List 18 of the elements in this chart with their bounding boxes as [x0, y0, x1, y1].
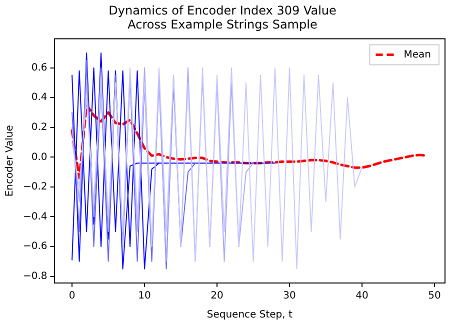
y-tick-label: −0.8	[22, 270, 48, 282]
x-tick-label: 40	[356, 290, 368, 302]
legend-label: Mean	[404, 49, 432, 60]
chart-title: Dynamics of Encoder Index 309 Value Across Example Strings Sample	[108, 3, 336, 32]
x-tick-label: 50	[428, 290, 441, 302]
x-tick-label: 10	[138, 290, 151, 302]
x-tick-label: 0	[68, 290, 76, 302]
x-axis-title: Sequence Step, t	[206, 310, 292, 321]
y-tick-label: 0.4	[31, 92, 48, 104]
y-tick-label: −0.4	[22, 211, 48, 222]
y-axis-title: Encoder Value	[4, 125, 16, 197]
y-tick-label: 0.2	[31, 122, 48, 133]
x-tick-label: 30	[283, 290, 296, 302]
x-tick-label: 20	[210, 290, 224, 302]
y-tick-label: 0.6	[31, 62, 48, 74]
y-tick-label: −0.6	[22, 241, 48, 252]
y-tick-label: −0.2	[22, 182, 48, 193]
y-tick-label: 0.0	[31, 152, 48, 163]
